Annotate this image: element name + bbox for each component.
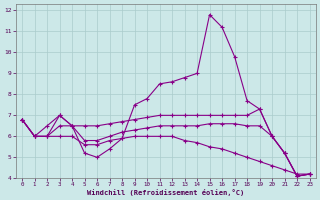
X-axis label: Windchill (Refroidissement éolien,°C): Windchill (Refroidissement éolien,°C) <box>87 189 244 196</box>
